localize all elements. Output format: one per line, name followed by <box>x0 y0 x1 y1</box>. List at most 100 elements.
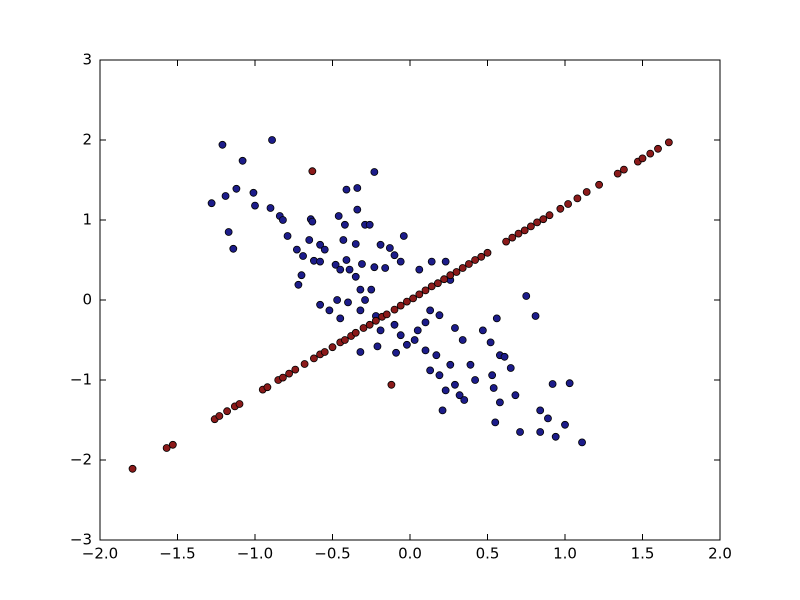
point <box>545 211 554 220</box>
point <box>207 199 216 208</box>
point <box>376 326 385 335</box>
point <box>458 264 467 272</box>
y-tick-label: 3 <box>82 51 92 69</box>
point <box>421 318 430 327</box>
point <box>413 326 422 335</box>
point <box>223 407 232 416</box>
point <box>308 217 317 226</box>
point <box>297 271 306 280</box>
point <box>325 306 334 315</box>
point <box>128 464 137 473</box>
point <box>356 306 365 315</box>
x-tick-label: 1.5 <box>631 545 655 563</box>
point <box>266 204 275 212</box>
point <box>232 184 241 193</box>
point <box>320 348 329 356</box>
point <box>488 371 497 380</box>
point <box>556 204 565 213</box>
point <box>300 360 309 368</box>
point <box>235 400 244 408</box>
point <box>573 194 582 203</box>
point <box>278 373 287 382</box>
point <box>309 354 318 363</box>
point <box>381 264 390 272</box>
point <box>334 212 343 220</box>
x-tick-label: 2.0 <box>708 545 732 563</box>
point <box>477 252 486 261</box>
point <box>340 220 349 229</box>
point <box>520 226 529 235</box>
point <box>361 296 369 304</box>
point <box>392 348 400 357</box>
point <box>410 336 419 344</box>
point <box>466 360 475 369</box>
point <box>396 301 405 310</box>
point <box>533 218 541 227</box>
point <box>221 192 230 200</box>
point <box>331 260 340 269</box>
point <box>486 338 495 347</box>
x-tick-label: −1.5 <box>159 545 195 563</box>
point <box>551 432 560 441</box>
point <box>283 232 292 240</box>
point <box>358 260 366 268</box>
point <box>527 222 535 231</box>
point <box>548 380 557 388</box>
point <box>399 232 408 240</box>
point <box>402 297 411 306</box>
point <box>451 380 459 389</box>
point <box>402 340 411 349</box>
point <box>387 380 396 389</box>
point <box>340 336 349 344</box>
point <box>249 188 258 197</box>
point <box>433 279 442 288</box>
point <box>365 320 374 329</box>
point <box>536 406 545 415</box>
point <box>299 252 307 260</box>
point <box>415 290 424 299</box>
x-tick-label: −1.0 <box>237 545 273 563</box>
point <box>514 229 523 238</box>
point <box>308 167 317 176</box>
point <box>370 168 379 176</box>
point <box>531 312 540 320</box>
point <box>446 271 455 280</box>
point <box>320 245 329 254</box>
point <box>561 420 569 429</box>
point <box>516 428 524 436</box>
point <box>385 244 394 252</box>
point <box>620 165 628 174</box>
point <box>356 348 365 356</box>
point <box>460 396 469 404</box>
point <box>365 220 374 229</box>
point <box>229 244 238 253</box>
point <box>345 265 354 274</box>
point <box>305 236 314 244</box>
point <box>478 326 487 335</box>
point <box>421 286 430 295</box>
y-tick-label: 0 <box>82 291 92 309</box>
point <box>451 324 459 332</box>
point <box>483 248 492 257</box>
point <box>359 324 368 332</box>
point <box>440 275 449 284</box>
point <box>371 316 380 325</box>
point <box>458 336 467 344</box>
point <box>464 260 473 268</box>
point <box>263 383 272 392</box>
point <box>489 384 498 392</box>
point <box>427 257 436 266</box>
x-tick-label: 0.5 <box>476 545 500 563</box>
point <box>495 398 504 407</box>
point <box>382 310 391 319</box>
point <box>353 205 362 214</box>
point <box>426 306 435 315</box>
point <box>285 369 294 378</box>
point <box>168 440 177 449</box>
point <box>578 438 586 447</box>
point <box>409 294 418 303</box>
point <box>396 331 405 340</box>
point <box>339 236 348 244</box>
